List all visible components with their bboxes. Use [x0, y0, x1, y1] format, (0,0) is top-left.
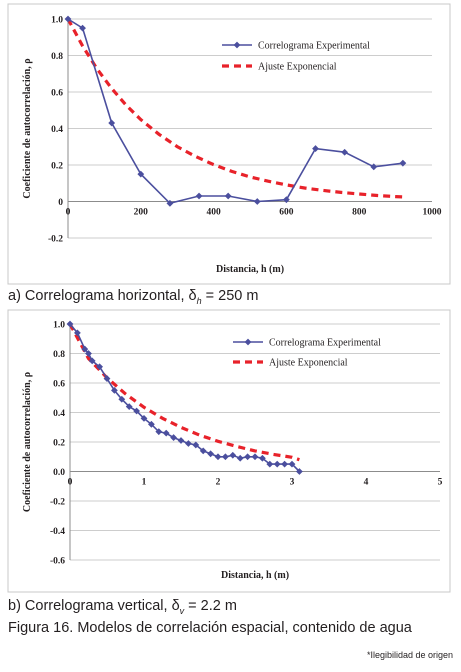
y-tick-label: 0.6 — [53, 380, 65, 390]
legend-marker-experimental — [244, 338, 252, 346]
x-tick-label: 200 — [134, 208, 149, 218]
data-point — [259, 454, 266, 462]
data-point — [148, 420, 155, 428]
series-line-ajuste-exponencial — [68, 323, 300, 462]
y-tick-label: 0.4 — [53, 409, 65, 419]
source-note: *Ilegibilidad de origen — [366, 650, 453, 660]
data-point — [281, 460, 288, 468]
data-point — [103, 375, 111, 382]
data-point — [199, 447, 207, 455]
data-point — [177, 437, 185, 444]
caption-horizontal-value: = 250 m — [201, 288, 259, 304]
x-tick-label: 1000 — [423, 208, 442, 218]
legend-label-exponencial: Ajuste Exponencial — [269, 358, 348, 369]
data-point — [296, 468, 303, 475]
data-point — [81, 345, 89, 353]
y-tick-label: 0.2 — [53, 439, 65, 449]
data-point — [64, 15, 72, 23]
caption-vertical: b) Correlograma vertical, δv = 2.2 m — [8, 598, 237, 616]
series-line-ajuste-exponencial — [66, 18, 403, 199]
data-point — [224, 192, 232, 200]
data-point — [108, 119, 116, 127]
y-tick-label: 0 — [58, 198, 63, 208]
x-tick-label: 600 — [279, 208, 294, 218]
y-tick-label: 1.0 — [51, 16, 63, 26]
caption-horizontal: a) Correlograma horizontal, δh = 250 m — [8, 288, 258, 306]
data-point — [96, 363, 103, 371]
y-axis-title: Coeficiente de autocorrelación, ρ — [22, 58, 33, 198]
y-tick-label: -0.4 — [50, 527, 65, 537]
data-point — [253, 198, 261, 205]
data-point — [312, 145, 319, 152]
data-point — [192, 441, 200, 449]
y-tick-label: 1.0 — [53, 321, 65, 331]
x-tick-label: 3 — [290, 478, 295, 488]
y-tick-label: 0.0 — [53, 468, 65, 478]
data-point — [133, 407, 140, 415]
chart-vertical-correlogram: -0.6 -0.4 -0.2 0.0 0.2 0.4 0.6 0.8 1.0 0 1 2 3 4 5 Corr… — [7, 309, 451, 593]
data-point — [229, 451, 237, 459]
caption-vertical-value: = 2.2 m — [184, 598, 237, 614]
data-point — [162, 429, 170, 437]
data-point — [236, 454, 244, 462]
legend-label-experimental: Correlograma Experimental — [258, 41, 370, 52]
data-point — [185, 440, 192, 447]
data-point — [140, 415, 148, 422]
data-point — [370, 163, 378, 171]
y-tick-label: 0.6 — [51, 89, 63, 99]
x-axis-title: Distancia, h (m) — [216, 264, 284, 275]
data-point — [283, 196, 290, 204]
caption-horizontal-subscript: h — [196, 295, 202, 306]
x-tick-label: 400 — [206, 208, 221, 218]
y-tick-label: 0.2 — [51, 162, 63, 172]
caption-horizontal-prefix: a) Correlograma horizontal, δ — [8, 288, 197, 304]
x-tick-label: 4 — [364, 478, 369, 488]
x-tick-label: 2 — [216, 478, 221, 488]
x-tick-label: 0 — [66, 208, 71, 218]
data-point — [137, 170, 145, 178]
data-point — [214, 453, 222, 461]
legend-label-exponencial: Ajuste Exponencial — [258, 62, 337, 73]
chart-horizontal-correlogram: -0.2 0 0.2 0.4 0.6 0.8 1.0 0 200 400 600 800 1000 Cor… — [7, 3, 451, 285]
data-point — [195, 192, 203, 200]
data-point — [166, 199, 174, 207]
series-line-correlograma-experimental — [69, 323, 300, 473]
y-tick-label: -0.6 — [50, 557, 65, 567]
data-point — [251, 453, 259, 461]
y-tick-label: 0.4 — [51, 125, 63, 135]
figure-caption: Figura 16. Modelos de correlación espaci… — [8, 620, 412, 636]
data-point — [79, 24, 86, 32]
legend-marker-experimental — [233, 41, 241, 49]
data-point — [170, 434, 177, 441]
data-point — [222, 453, 229, 461]
data-point — [273, 460, 281, 468]
data-point — [207, 450, 214, 458]
data-point — [118, 395, 126, 403]
y-tick-label: -0.2 — [48, 235, 63, 245]
legend-label-experimental: Correlograma Experimental — [269, 338, 381, 349]
x-axis-title: Distancia, h (m) — [221, 570, 289, 581]
y-tick-label: 0.8 — [53, 350, 65, 360]
y-tick-label: -0.2 — [50, 498, 65, 508]
x-tick-label: 800 — [352, 208, 367, 218]
chart-frame — [7, 309, 451, 593]
chart-frame — [7, 3, 451, 285]
data-point — [399, 159, 407, 167]
data-point — [288, 460, 296, 468]
x-tick-label: 5 — [438, 478, 443, 488]
x-tick-label: 0 — [68, 478, 73, 488]
data-point — [125, 403, 133, 410]
data-point — [155, 428, 163, 436]
caption-vertical-prefix: b) Correlograma vertical, δ — [8, 598, 180, 614]
x-tick-label: 1 — [142, 478, 147, 488]
data-point — [244, 453, 251, 461]
caption-vertical-subscript: v — [179, 605, 185, 616]
y-tick-label: 0.8 — [51, 52, 63, 62]
data-point — [74, 329, 81, 337]
data-point — [341, 148, 349, 156]
y-axis-title: Coeficiente de autocorrelación, ρ — [22, 372, 33, 512]
